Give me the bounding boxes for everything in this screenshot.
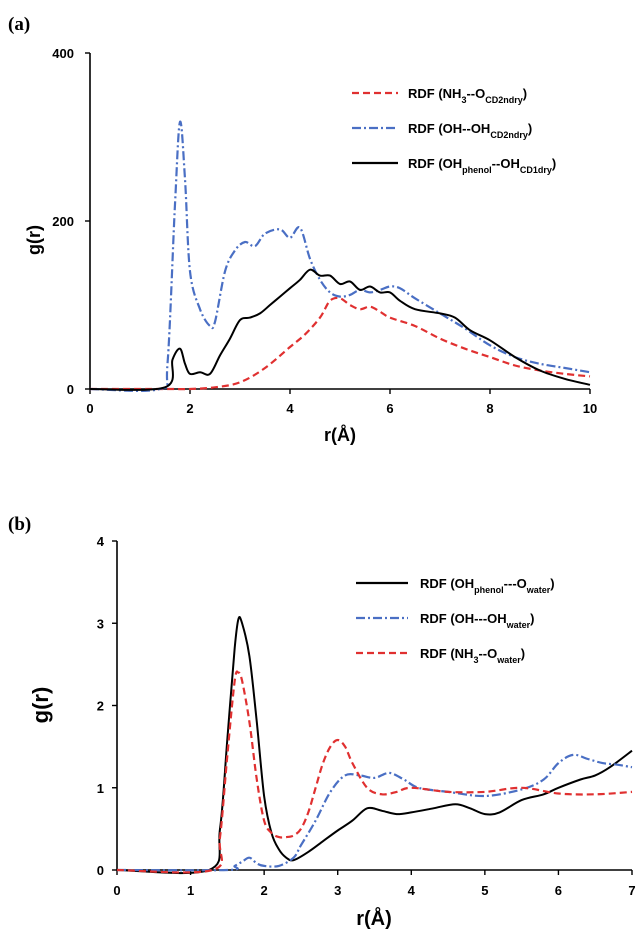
panel-b-legend-entry-1: RDF (OH---OHwater) [420,611,535,630]
panel-b-x-tick-label: 2 [261,883,268,898]
panel-b-x-tick-label: 6 [555,883,562,898]
panel-b-x-tick-label: 4 [408,883,416,898]
panel-b-y-tick-label: 2 [97,699,104,714]
panel-b-y-tick-label: 1 [97,781,104,796]
panel-a-y-tick-label: 400 [52,46,74,61]
panel-a-series-lines [89,120,591,392]
panel-b-x-tick-label: 7 [628,883,635,898]
panel-b-legend-entry-2: RDF (NH3--Owater) [420,646,525,665]
panel-a-series-0-line [90,296,591,391]
panel-a-series-1-line [89,120,591,392]
panel-b-y-tick-label: 3 [97,616,104,631]
panel-b-x-tick-label: 1 [187,883,194,898]
panel-b: (b) g(r) r(Å) 0 1 2 3 4 0 1 2 3 4 5 6 7 RDF (OHpheno… [8,514,636,930]
panel-b-series-2-line [116,670,633,874]
panel-a-y-tick-label: 200 [52,214,74,229]
panel-a-legend: RDF (NH3--OCD2ndry) RDF (OH--OHCD2ndry) RD… [352,86,556,175]
panel-b-x-tick-label: 5 [481,883,488,898]
panel-b-series-0-line [116,615,633,875]
panel-a-legend-entry-2: RDF (OHphenol--OHCD1dry) [408,156,556,175]
panel-a-y-axis-title: g(r) [24,225,44,255]
panel-a-x-tick-label: 0 [86,401,93,416]
panel-a-series-2-line [89,268,591,391]
panel-a-legend-entry-1: RDF (OH--OHCD2ndry) [408,121,532,140]
panel-b-y-axis-title: g(r) [28,687,53,724]
panel-a-y-tick-label: 0 [67,382,74,397]
panel-b-axes: 0 1 2 3 4 0 1 2 3 4 5 6 7 [97,534,636,898]
panel-a-x-tick-label: 2 [186,401,193,416]
panel-a-x-axis-title: r(Å) [324,425,356,445]
panel-a: (a) g(r) r(Å) 0 200 400 0 2 4 6 8 10 RDF (NH3--O… [8,14,597,445]
panel-a-legend-entry-0: RDF (NH3--OCD2ndry) [408,86,527,105]
panel-b-label: (b) [8,514,31,535]
panel-b-y-tick-label: 4 [97,534,105,549]
panel-b-x-tick-label: 0 [113,883,120,898]
panel-a-x-tick-label: 6 [386,401,393,416]
panel-b-y-tick-label: 0 [97,863,104,878]
panel-b-x-tick-label: 3 [334,883,341,898]
panel-b-series-lines [116,615,633,875]
panel-b-series-1-line [116,753,633,872]
panel-b-x-axis-title: r(Å) [356,906,392,930]
panel-a-label: (a) [8,14,30,35]
panel-b-legend: RDF (OHphenol---Owater) RDF (OH---OHwater… [356,576,555,665]
panel-a-x-tick-label: 10 [583,401,597,416]
panel-a-x-tick-label: 8 [486,401,493,416]
panel-a-x-tick-label: 4 [286,401,294,416]
panel-b-legend-entry-0: RDF (OHphenol---Owater) [420,576,555,595]
